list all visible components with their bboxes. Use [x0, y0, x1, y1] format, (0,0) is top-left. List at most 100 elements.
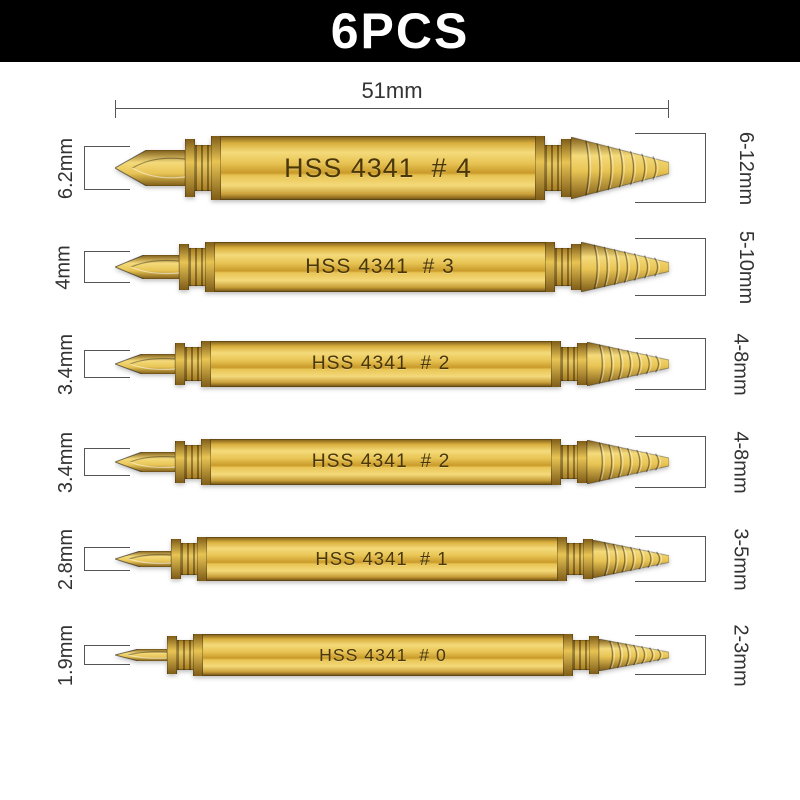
- bit-row-3: 3.4mm 4-8mm HSS 4341 # 2: [0, 432, 800, 492]
- engraving-label: HSS 4341 # 1: [315, 548, 448, 570]
- left-dimension: 3.4mm: [60, 350, 115, 378]
- drill-tip-icon: [115, 150, 185, 186]
- shoulder-left: [201, 439, 211, 485]
- shoulder-left: [211, 136, 221, 200]
- extractor-cone-icon: [587, 440, 669, 484]
- collar-left: [185, 139, 195, 198]
- neck-left: [181, 543, 197, 575]
- neck-left: [195, 145, 211, 191]
- shoulder-right: [545, 242, 555, 292]
- bit: HSS 4341 # 2: [115, 334, 669, 394]
- left-dimension: 3.4mm: [60, 448, 115, 476]
- shoulder-right: [535, 136, 545, 200]
- drill-tip-icon: [115, 452, 175, 472]
- extractor-cone-icon: [571, 137, 669, 199]
- left-dimension: 4mm: [60, 251, 115, 283]
- engraving-label: HSS 4341 # 2: [312, 353, 451, 375]
- right-dimension-label: 4-8mm: [729, 431, 752, 493]
- engraving-label: HSS 4341 # 4: [284, 153, 472, 184]
- shoulder-left: [201, 341, 211, 387]
- right-dimension: 5-10mm: [665, 238, 735, 296]
- left-dimension-label: 1.9mm: [55, 625, 78, 686]
- hex-body: HSS 4341 # 1: [207, 537, 557, 581]
- neck-right: [561, 445, 577, 479]
- collar-left: [179, 244, 189, 290]
- engraving-label: HSS 4341 # 3: [305, 255, 455, 279]
- shoulder-right: [557, 537, 567, 581]
- right-dimension: 4-8mm: [665, 436, 735, 488]
- left-dimension-label: 3.4mm: [55, 432, 78, 493]
- shoulder-left: [205, 242, 215, 292]
- drill-tip-icon: [115, 255, 179, 279]
- left-dimension: 2.8mm: [60, 547, 115, 571]
- neck-left: [185, 347, 201, 381]
- neck-right: [545, 145, 561, 191]
- collar-right: [589, 636, 599, 675]
- right-dimension: 2-3mm: [665, 635, 735, 675]
- header-title: 6PCS: [331, 3, 470, 59]
- collar-right: [561, 139, 571, 198]
- diagram-canvas: 51mm 6.2mm 6-12mm HSS 4341 # 4: [0, 62, 800, 800]
- neck-left: [177, 640, 193, 670]
- length-dimension: 51mm: [115, 78, 669, 120]
- left-dimension-label: 3.4mm: [55, 334, 78, 395]
- right-dimension-label: 5-10mm: [734, 231, 757, 304]
- hex-body: HSS 4341 # 4: [221, 136, 535, 200]
- right-dimension: 6-12mm: [665, 133, 735, 203]
- left-dimension: 6.2mm: [60, 146, 115, 190]
- collar-left: [171, 539, 181, 579]
- collar-right: [571, 244, 581, 290]
- right-dimension-label: 6-12mm: [734, 132, 757, 205]
- collar-left: [175, 343, 185, 385]
- length-dimension-line: [115, 108, 669, 109]
- neck-left: [185, 445, 201, 479]
- neck-right: [555, 248, 571, 286]
- shoulder-right: [551, 341, 561, 387]
- bit-row-5: 1.9mm 2-3mm HSS 4341 # 0: [0, 628, 800, 682]
- engraving-label: HSS 4341 # 0: [319, 645, 447, 666]
- left-dimension-label: 2.8mm: [55, 529, 78, 590]
- shoulder-right: [551, 439, 561, 485]
- header-bar: 6PCS: [0, 0, 800, 62]
- collar-left: [167, 636, 177, 675]
- hex-body: HSS 4341 # 3: [215, 242, 545, 292]
- hex-body: HSS 4341 # 0: [203, 634, 563, 676]
- neck-right: [567, 543, 583, 575]
- collar-right: [577, 441, 587, 483]
- left-dimension: 1.9mm: [60, 645, 115, 665]
- drill-tip-icon: [115, 551, 171, 567]
- extractor-cone-icon: [587, 342, 669, 386]
- drill-tip-icon: [115, 649, 167, 661]
- neck-right: [573, 640, 589, 670]
- bit: HSS 4341 # 3: [115, 234, 669, 300]
- right-dimension-label: 4-8mm: [729, 333, 752, 395]
- hex-body: HSS 4341 # 2: [211, 341, 551, 387]
- hex-body: HSS 4341 # 2: [211, 439, 551, 485]
- neck-right: [561, 347, 577, 381]
- neck-left: [189, 248, 205, 286]
- drill-tip-icon: [115, 354, 175, 374]
- shoulder-right: [563, 634, 573, 676]
- extractor-cone-icon: [593, 540, 669, 578]
- bit-row-2: 3.4mm 4-8mm HSS 4341 # 2: [0, 334, 800, 394]
- engraving-label: HSS 4341 # 2: [312, 451, 451, 473]
- bit-row-0: 6.2mm 6-12mm HSS 4341 # 4: [0, 124, 800, 212]
- collar-right: [583, 539, 593, 579]
- shoulder-left: [193, 634, 203, 676]
- bit: HSS 4341 # 2: [115, 432, 669, 492]
- left-dimension-label: 4mm: [53, 245, 76, 289]
- bit-row-1: 4mm 5-10mm HSS 4341 # 3: [0, 234, 800, 300]
- length-dimension-end-left: [115, 100, 116, 118]
- extractor-cone-icon: [599, 639, 669, 671]
- length-dimension-end-right: [668, 100, 669, 118]
- right-dimension-label: 2-3mm: [729, 624, 752, 686]
- length-dimension-label: 51mm: [115, 78, 669, 104]
- collar-right: [577, 343, 587, 385]
- left-dimension-label: 6.2mm: [55, 138, 78, 199]
- bit: HSS 4341 # 0: [115, 628, 669, 682]
- bit-row-4: 2.8mm 3-5mm HSS 4341 # 1: [0, 530, 800, 588]
- collar-left: [175, 441, 185, 483]
- right-dimension: 4-8mm: [665, 338, 735, 390]
- extractor-cone-icon: [581, 242, 669, 292]
- bit: HSS 4341 # 4: [115, 124, 669, 212]
